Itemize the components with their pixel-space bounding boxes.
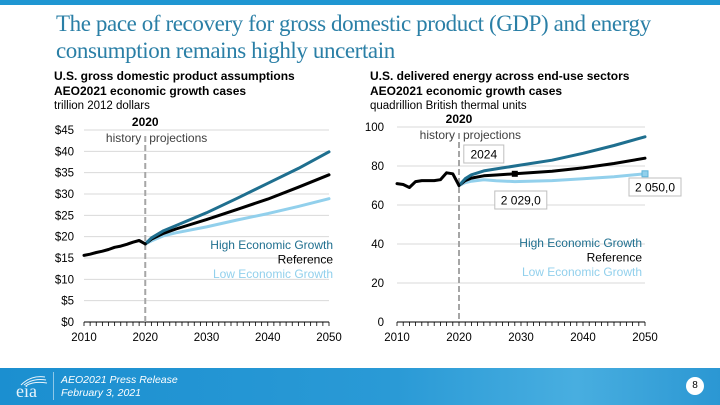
x-tick-label: 2020 xyxy=(132,332,158,344)
y-tick-label: $5 xyxy=(61,296,74,308)
legend-entry: High Economic Growth xyxy=(210,238,333,252)
data-callout-label: 2 050,0 xyxy=(635,181,675,195)
divider-year-label: 2020 xyxy=(132,115,159,129)
y-tick-label: $45 xyxy=(55,125,74,137)
x-tick-label: 2020 xyxy=(446,332,472,344)
x-tick-label: 2040 xyxy=(255,332,281,344)
y-tick-label: $40 xyxy=(55,146,74,158)
data-callout-box xyxy=(463,144,505,164)
x-tick-label: 2040 xyxy=(570,332,596,344)
y-tick-label: $15 xyxy=(55,253,74,265)
data-callout-box xyxy=(494,190,548,210)
x-tick-label: 2030 xyxy=(508,332,534,344)
page-number: 8 xyxy=(686,377,704,395)
top-accent-bar xyxy=(0,0,720,5)
y-tick-label: 20 xyxy=(371,278,384,290)
y-tick-label: 80 xyxy=(371,161,384,173)
logo-text: eia xyxy=(16,381,37,401)
data-callout-label: 2 029,0 xyxy=(501,194,541,208)
footer-divider xyxy=(53,372,54,400)
data-callout-box xyxy=(628,177,682,197)
footer-release-label: AEO2021 Press Release xyxy=(61,374,178,386)
footer-date: February 3, 2021 xyxy=(61,387,141,399)
legend-entry: High Economic Growth xyxy=(519,236,642,250)
data-callout-label: 2024 xyxy=(470,148,497,162)
legend-entry: Low Economic Growth xyxy=(522,265,642,279)
projections-label: projections xyxy=(463,128,521,142)
eia-logo: eia xyxy=(16,374,48,401)
legend-entry: Reference xyxy=(587,251,643,265)
series-line-low-economic-growth xyxy=(143,197,331,246)
legend-entry: Low Economic Growth xyxy=(213,267,333,281)
projections-label: projections xyxy=(149,131,207,145)
footer-caption: AEO2021 Press Release February 3, 2021 xyxy=(61,374,178,400)
gdp-chart-subtitle: AEO2021 economic growth cases xyxy=(54,84,247,98)
series-line-high-economic-growth xyxy=(457,135,647,187)
footer-bar: eia AEO2021 Press Release February 3, 20… xyxy=(0,368,720,405)
series-line-high-economic-growth xyxy=(143,150,331,246)
history-label: history xyxy=(420,128,455,142)
series-line-reference xyxy=(457,156,647,187)
series-line-low-economic-growth xyxy=(457,172,647,187)
series-line-history xyxy=(82,239,147,257)
gdp-chart-header: U.S. gross domestic product assumptions … xyxy=(54,69,295,114)
y-tick-label: $10 xyxy=(55,274,74,286)
y-tick-label: 60 xyxy=(371,200,384,212)
gdp-chart-title: U.S. gross domestic product assumptions xyxy=(54,69,295,83)
x-tick-label: 2050 xyxy=(632,332,658,344)
x-tick-label: 2010 xyxy=(384,332,410,344)
energy-chart-title: U.S. delivered energy across end-use sec… xyxy=(370,69,630,83)
y-tick-label: $0 xyxy=(61,317,74,329)
slide-title: The pace of recovery for gross domestic … xyxy=(56,11,651,63)
legend-entry: Reference xyxy=(278,253,334,267)
energy-chart-subtitle: AEO2021 economic growth cases xyxy=(370,84,563,98)
logo-swoosh-icon xyxy=(20,376,48,386)
y-tick-label: $35 xyxy=(55,168,74,180)
gdp-chart-units: trillion 2012 dollars xyxy=(54,100,150,112)
low-2050-marker xyxy=(641,170,649,178)
x-tick-label: 2050 xyxy=(316,332,342,344)
y-tick-label: $30 xyxy=(55,189,74,201)
x-tick-label: 2030 xyxy=(194,332,220,344)
reference-2029-marker xyxy=(511,170,518,177)
history-label: history xyxy=(106,131,141,145)
energy-chart-header: U.S. delivered energy across end-use sec… xyxy=(370,69,629,114)
divider-year-label: 2020 xyxy=(446,112,473,126)
y-tick-label: $25 xyxy=(55,210,74,222)
y-tick-label: 40 xyxy=(371,239,384,251)
y-tick-label: 100 xyxy=(365,122,384,134)
series-line-history xyxy=(395,171,461,189)
x-tick-label: 2010 xyxy=(71,332,97,344)
y-tick-label: $20 xyxy=(55,232,74,244)
y-tick-label: 0 xyxy=(378,317,384,329)
energy-chart-units: quadrillion British thermal units xyxy=(370,100,527,112)
